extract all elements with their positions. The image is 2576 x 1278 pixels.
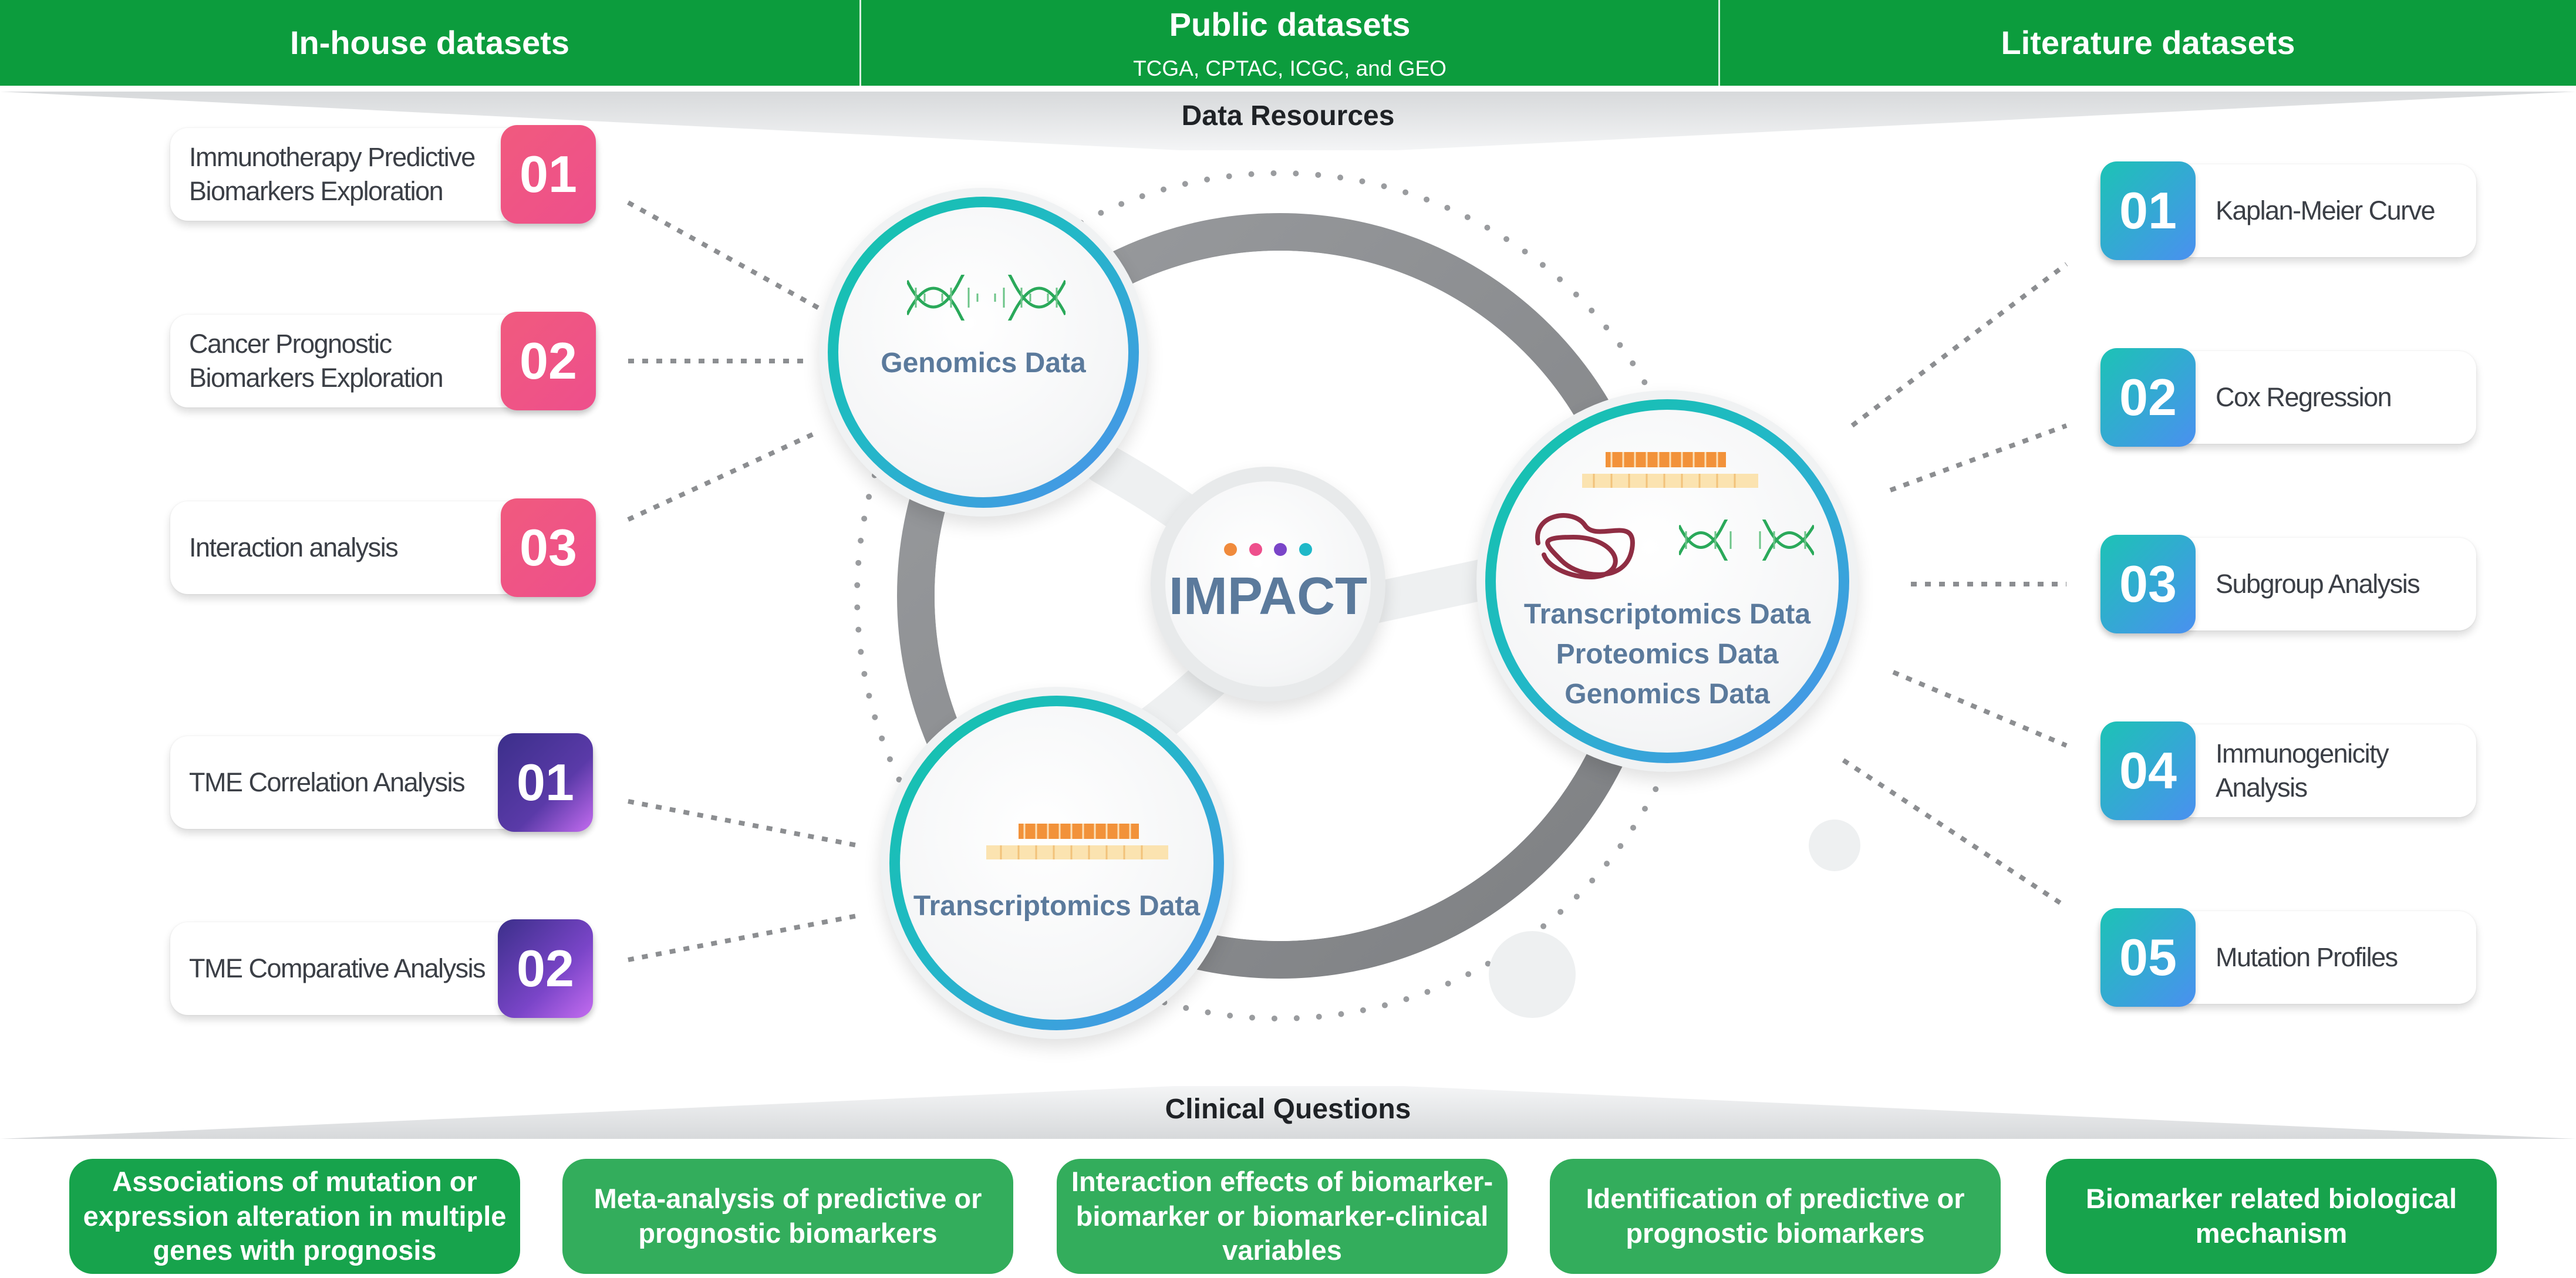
right-card-number: 01 (2100, 161, 2196, 260)
clinical-question-box: Associations of mutation or expression a… (69, 1159, 520, 1274)
multiomics-label-proteomics: Proteomics Data (1556, 639, 1779, 670)
right-card: 01 Kaplan-Meier Curve (2100, 161, 2476, 260)
clinical-question-box: Interaction effects of biomarker-biomark… (1057, 1159, 1508, 1274)
left-card-number: 02 (498, 919, 593, 1018)
left-card-label: Immunotherapy Predictive Biomarkers Expl… (189, 141, 476, 207)
decor-bubble (1809, 820, 1860, 871)
right-card: 04 Immunogenicity Analysis (2100, 721, 2476, 820)
array-icon (986, 824, 1168, 859)
right-card: 05 Mutation Profiles (2100, 908, 2476, 1007)
header-literature-title: Literature datasets (2001, 24, 2295, 61)
right-card: 02 Cox Regression (2100, 348, 2476, 447)
header-public-subtitle: TCGA, CPTAC, ICGC, and GEO (1133, 56, 1447, 80)
left-card: TME Comparative Analysis 02 (170, 919, 593, 1018)
header-divider (859, 0, 861, 86)
right-card-number: 04 (2100, 721, 2196, 820)
impact-hub-inner (1165, 481, 1371, 687)
left-card-label: TME Correlation Analysis (189, 767, 466, 797)
right-card-label: Immunogenicity Analysis (2216, 738, 2389, 803)
protein-icon (1535, 513, 1635, 579)
transcriptomics-label: Transcriptomics Data (913, 891, 1201, 922)
impact-dot-orange (1224, 543, 1237, 556)
dna-icon (907, 275, 1066, 321)
genomics-label: Genomics Data (881, 348, 1086, 379)
right-card-label: Subgroup Analysis (2216, 568, 2420, 599)
clinical-question-box: Identification of predictive or prognost… (1550, 1159, 2001, 1274)
impact-title: IMPACT (1168, 567, 1368, 626)
right-card-label: Cox Regression (2216, 382, 2392, 412)
data-resources-label: Data Resources (1181, 100, 1395, 131)
right-card-label: Kaplan-Meier Curve (2216, 195, 2436, 225)
left-card: TME Correlation Analysis 01 (170, 733, 593, 832)
header-literature: Literature datasets (1720, 0, 2576, 86)
top-header-bar: In-house datasets Public datasets TCGA, … (0, 0, 2576, 86)
right-card-label: Mutation Profiles (2216, 942, 2398, 972)
header-public-title: Public datasets (1169, 6, 1411, 43)
clinical-question-box: Meta-analysis of predictive or prognosti… (562, 1159, 1013, 1274)
right-card-number: 05 (2100, 908, 2196, 1007)
multiomics-label-transcriptomics: Transcriptomics Data (1523, 599, 1811, 630)
left-card-number: 01 (498, 733, 593, 832)
array-icon (1582, 452, 1758, 488)
impact-dot-purple (1274, 543, 1287, 556)
left-card: Interaction analysis 03 (170, 498, 596, 597)
transcriptomics-inner (900, 706, 1213, 1020)
right-card-number: 02 (2100, 348, 2196, 447)
impact-dot-teal (1299, 543, 1312, 556)
impact-dots (1224, 543, 1312, 557)
multiomics-labels: Transcriptomics Data Proteomics Data Gen… (1496, 595, 1839, 714)
header-in-house-title: In-house datasets (289, 24, 570, 61)
clinical-questions-label: Clinical Questions (1165, 1094, 1411, 1125)
data-resources-band (0, 92, 2576, 150)
left-card-number: 02 (501, 312, 596, 410)
clinical-questions-band (0, 1086, 2576, 1139)
header-in-house: In-house datasets (0, 0, 859, 86)
decor-bubble (1489, 931, 1576, 1018)
left-card-label: Interaction analysis (189, 532, 399, 562)
clinical-question-box: Biomarker related biological mechanism (2046, 1159, 2497, 1274)
multiomics-label-genomics: Genomics Data (1565, 679, 1770, 710)
left-card-label: Cancer Prognostic Biomarkers Exploration (189, 328, 444, 393)
left-card-number: 03 (501, 498, 596, 597)
left-card: Immunotherapy Predictive Biomarkers Expl… (170, 125, 596, 224)
genomics-inner (838, 207, 1128, 497)
left-card-number: 01 (501, 125, 596, 224)
dna-icon (1679, 520, 1814, 561)
left-card: Cancer Prognostic Biomarkers Exploration… (170, 312, 596, 410)
right-card-number: 03 (2100, 535, 2196, 633)
left-card-label: TME Comparative Analysis (189, 953, 486, 983)
right-card: 03 Subgroup Analysis (2100, 535, 2476, 633)
header-divider (1718, 0, 1720, 86)
impact-dot-pink (1249, 543, 1262, 556)
header-public: Public datasets TCGA, CPTAC, ICGC, and G… (861, 0, 1718, 86)
